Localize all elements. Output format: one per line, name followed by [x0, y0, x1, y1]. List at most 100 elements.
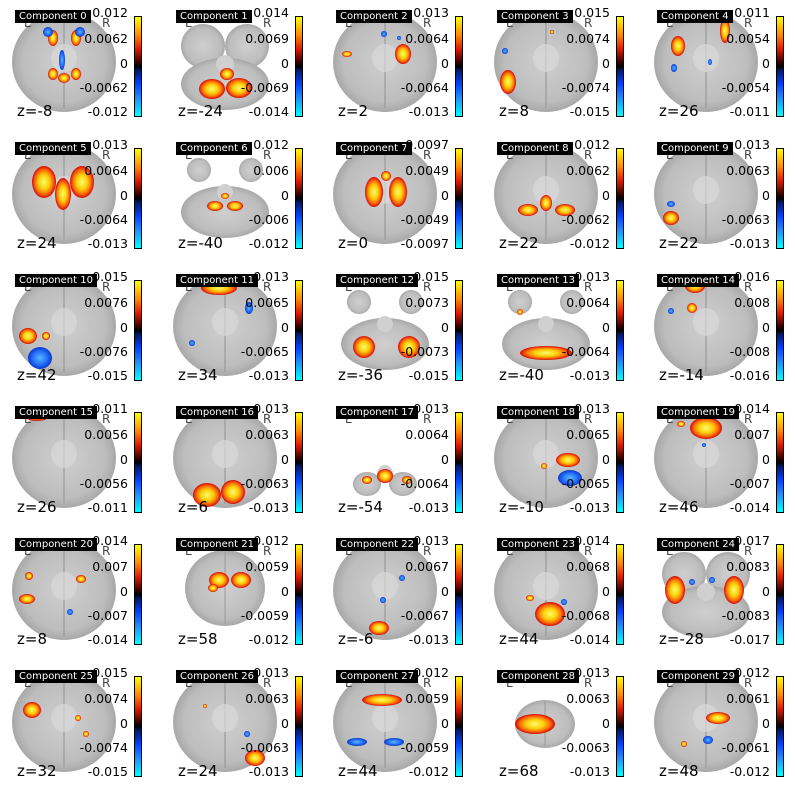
- hemisphere-left-label: L: [345, 544, 352, 558]
- colorbar: [134, 544, 142, 645]
- component-title: Component 0: [15, 10, 91, 23]
- brain-slice-image: [494, 540, 598, 640]
- colorbar-tick-label: -0.011: [729, 104, 770, 119]
- brain-slice-image: [494, 144, 598, 244]
- brain-slice-image: [181, 158, 269, 238]
- hemisphere-right-label: R: [744, 676, 753, 690]
- slice-z-label: z=8: [17, 630, 47, 648]
- component-panel: L R Component 10 z=42 0.015 0.0076 0 -0.0076 -0.…: [6, 268, 164, 398]
- slice-z-label: z=22: [499, 234, 539, 252]
- component-title: Component 5: [15, 142, 91, 155]
- brain-slice-image: [173, 276, 277, 376]
- colorbar-tick-label: -0.014: [87, 632, 128, 647]
- hemisphere-right-label: R: [423, 280, 432, 294]
- colorbar-tick-label: 0.0059: [245, 559, 289, 574]
- colorbar: [455, 280, 463, 381]
- hemisphere-left-label: L: [666, 676, 673, 690]
- colorbar-tick-label: -0.0076: [79, 344, 128, 359]
- component-title: Component 4: [657, 10, 733, 23]
- hemisphere-right-label: R: [423, 16, 432, 30]
- hemisphere-left-label: L: [345, 412, 352, 426]
- brain-slice-image: [333, 12, 437, 112]
- slice-z-label: z=58: [178, 630, 218, 648]
- colorbar-tick-label: 0.0059: [405, 691, 449, 706]
- colorbar-tick-label: 0.006: [253, 163, 289, 178]
- colorbar-tick-label: -0.006: [248, 212, 289, 227]
- colorbar-tick-label: -0.017: [729, 632, 770, 647]
- colorbar-tick-label: -0.013: [248, 764, 289, 779]
- colorbar-tick-label: 0: [441, 716, 449, 731]
- colorbar-tick-label: 0: [441, 320, 449, 335]
- colorbar-tick-label: -0.0067: [400, 608, 449, 623]
- colorbar-tick-label: -0.0068: [561, 608, 610, 623]
- colorbar-tick-label: 0.0064: [405, 31, 449, 46]
- colorbar: [455, 412, 463, 513]
- component-title: Component 10: [15, 274, 97, 287]
- colorbar-tick-label: 0.0083: [726, 559, 770, 574]
- component-panel: L R Component 15 z=26 0.011 0.0056 0 -0.0056 -0.…: [6, 400, 164, 530]
- hemisphere-right-label: R: [584, 280, 593, 294]
- colorbar-tick-label: -0.013: [729, 236, 770, 251]
- component-title: Component 7: [336, 142, 412, 155]
- slice-z-label: z=-36: [338, 366, 383, 384]
- slice-z-label: z=-14: [659, 366, 704, 384]
- colorbar-tick-label: 0.0062: [84, 31, 128, 46]
- brain-slice-image: [654, 12, 758, 112]
- colorbar-tick-label: 0.012: [413, 665, 449, 680]
- colorbar: [776, 280, 784, 381]
- component-title: Component 29: [657, 670, 739, 683]
- component-title: Component 22: [336, 538, 418, 551]
- colorbar-tick-label: 0.016: [734, 269, 770, 284]
- colorbar-tick-label: -0.013: [408, 632, 449, 647]
- colorbar: [776, 412, 784, 513]
- slice-z-label: z=-10: [499, 498, 544, 516]
- component-panel: L R Component 21 z=58 0.012 0.0059 0 -0.0059 -0.…: [167, 532, 325, 662]
- colorbar-tick-label: 0.012: [253, 533, 289, 548]
- component-title: Component 12: [336, 274, 418, 287]
- hemisphere-right-label: R: [263, 148, 272, 162]
- colorbar-tick-label: 0.011: [734, 5, 770, 20]
- component-title: Component 6: [176, 142, 252, 155]
- colorbar-tick-label: 0.0068: [566, 559, 610, 574]
- colorbar-tick-label: -0.0064: [561, 344, 610, 359]
- component-title: Component 8: [497, 142, 573, 155]
- hemisphere-left-label: L: [506, 676, 513, 690]
- brain-slice-image: [181, 24, 269, 110]
- colorbar-tick-label: 0.013: [574, 269, 610, 284]
- hemisphere-right-label: R: [584, 412, 593, 426]
- colorbar-tick-label: -0.014: [729, 500, 770, 515]
- colorbar-tick-label: 0.0063: [245, 427, 289, 442]
- colorbar-tick-label: -0.0054: [721, 80, 770, 95]
- colorbar-tick-label: 0.013: [413, 533, 449, 548]
- colorbar-tick-label: 0.015: [92, 269, 128, 284]
- colorbar-tick-label: 0.014: [253, 5, 289, 20]
- hemisphere-left-label: L: [506, 280, 513, 294]
- colorbar-tick-label: -0.0062: [79, 80, 128, 95]
- hemisphere-left-label: L: [666, 280, 673, 294]
- hemisphere-left-label: L: [506, 544, 513, 558]
- component-panel: L R Component 22 z=-6 0.013 0.0067 0 -0.0067 -0.…: [327, 532, 485, 662]
- brain-slice-image: [333, 672, 437, 772]
- colorbar-tick-label: 0: [602, 584, 610, 599]
- colorbar-tick-label: 0.013: [574, 665, 610, 680]
- hemisphere-left-label: L: [666, 412, 673, 426]
- colorbar-tick-label: -0.013: [248, 368, 289, 383]
- hemisphere-left-label: L: [506, 16, 513, 30]
- colorbar-tick-label: 0.0049: [405, 163, 449, 178]
- colorbar-tick-label: 0: [120, 320, 128, 335]
- colorbar-tick-label: 0.014: [92, 533, 128, 548]
- component-title: Component 19: [657, 406, 739, 419]
- colorbar-tick-label: 0.013: [253, 401, 289, 416]
- component-title: Component 25: [15, 670, 97, 683]
- colorbar-tick-label: 0.008: [734, 295, 770, 310]
- hemisphere-right-label: R: [423, 676, 432, 690]
- colorbar-tick-label: -0.014: [248, 104, 289, 119]
- colorbar-tick-label: 0.0062: [566, 163, 610, 178]
- colorbar: [776, 16, 784, 117]
- brain-slice-image: [662, 552, 750, 638]
- colorbar-tick-label: -0.012: [569, 236, 610, 251]
- hemisphere-left-label: L: [345, 676, 352, 690]
- colorbar-tick-label: 0.0064: [84, 163, 128, 178]
- colorbar-tick-label: -0.013: [569, 500, 610, 515]
- colorbar-tick-label: 0: [602, 452, 610, 467]
